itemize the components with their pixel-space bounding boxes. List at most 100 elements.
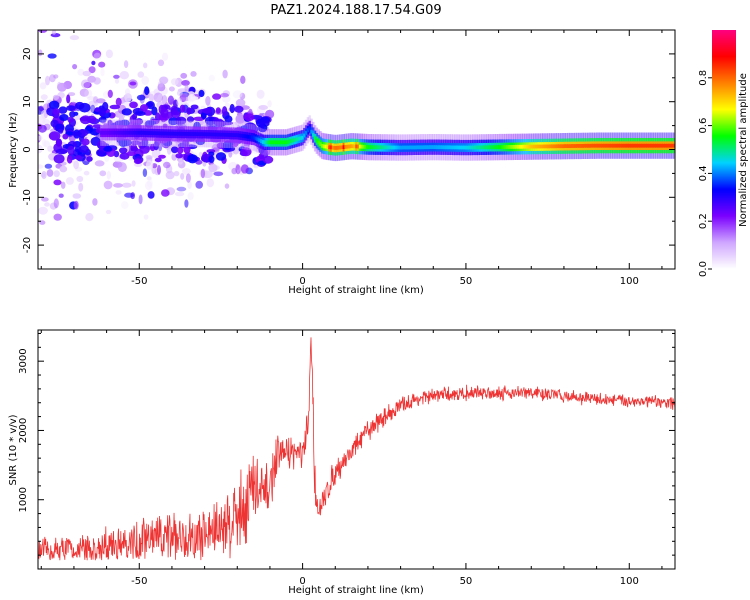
spectrogram-ridge-cell <box>518 144 522 149</box>
spectrogram-blob <box>130 146 139 152</box>
spectrogram-ridge-cell <box>351 144 354 149</box>
spectrogram-ridge-cell <box>414 145 417 150</box>
spectrogram-blob <box>91 60 96 66</box>
spectrogram-ridge-cell <box>283 140 286 145</box>
spectrogram-blob <box>187 181 192 189</box>
spectrogram-blob <box>98 150 105 156</box>
spectrogram-ridge-cell <box>164 131 168 136</box>
spectrogram-blob <box>84 89 93 98</box>
spectrogram-ridge-cell <box>489 145 493 150</box>
spectrogram-ridge-cell <box>588 143 592 148</box>
spectrogram-blob <box>142 168 148 177</box>
spectrogram-blob <box>53 74 59 79</box>
spectrogram-ridge-cell <box>188 132 191 136</box>
spectrogram-blob <box>86 156 93 162</box>
spectrogram-blob <box>160 108 169 118</box>
spectrogram-blob <box>256 89 265 99</box>
spectrogram-ridge-cell <box>116 130 119 135</box>
y-tick-label: 3000 <box>18 348 29 373</box>
spectrogram-ridge-cell <box>204 132 207 137</box>
spectrogram-ridge-cell <box>335 146 338 150</box>
spectrogram-ridge-cell <box>315 138 319 143</box>
spectrogram-ridge-cell <box>152 131 155 136</box>
spectrogram-ridge-cell <box>209 132 213 137</box>
spectrogram-ridge-cell <box>358 144 362 149</box>
spectrogram-ridge-cell <box>247 134 250 139</box>
spectrogram-ridge-cell <box>662 143 665 148</box>
colorbar-tick-label: 0.6 <box>698 118 709 134</box>
spectrogram-blob <box>195 180 203 189</box>
spectrogram-blob <box>187 154 198 164</box>
spectrogram-blob <box>41 197 49 202</box>
spectrogram-blob <box>66 155 73 164</box>
spectrogram-blob <box>180 72 188 79</box>
spectrogram-ridge-cell <box>547 144 550 149</box>
spectrogram-blob <box>258 153 265 160</box>
spectrogram-ridge-cell <box>294 137 297 142</box>
spectrogram-blob <box>153 88 160 96</box>
spectrogram-blob <box>38 30 48 33</box>
spectrogram-ridge-cell <box>303 133 306 138</box>
spectrogram-blob <box>220 93 229 98</box>
spectrogram-blob <box>262 155 274 164</box>
colorbar-tick-label: 0.4 <box>698 165 709 181</box>
spectrogram-ridge-cell <box>502 145 505 149</box>
spectrogram-blob <box>46 169 54 177</box>
spectrogram-blob <box>43 140 51 148</box>
spectrogram-ridge-cell <box>206 132 209 137</box>
spectrogram-ridge-cell <box>277 140 281 145</box>
spectrogram-ridge-cell <box>109 130 112 135</box>
spectrogram-blob <box>100 67 105 77</box>
spectrogram-ridge-cell <box>238 133 241 138</box>
spectrogram-y-label: Frequency (Hz) <box>8 112 19 188</box>
spectrogram-ridge-cell <box>391 145 394 150</box>
spectrogram-ridge-cell <box>357 144 360 149</box>
spectrogram-blob <box>148 93 155 102</box>
y-tick-label: 2000 <box>18 418 29 443</box>
spectrogram-blob <box>53 170 60 178</box>
spectrogram-blob <box>180 173 185 180</box>
spectrogram-blob <box>185 173 191 183</box>
spectrogram-blob <box>95 98 106 104</box>
spectrogram-ridge-cell <box>590 143 593 148</box>
spectrogram-ridge-cell <box>551 144 554 149</box>
spectrogram-ridge-cell <box>337 145 340 150</box>
spectrogram-blob <box>92 124 102 129</box>
spectrogram-ridge-cell <box>227 133 230 137</box>
spectrogram-ridge-cell <box>533 144 536 149</box>
spectrogram-blob <box>38 123 43 130</box>
spectrogram-ridge-cell <box>583 143 586 148</box>
spectrogram-blob <box>52 108 61 115</box>
snr-y-ticks: 1000 2000 3000 <box>18 332 675 556</box>
spectrogram-blob <box>212 118 220 125</box>
spectrogram-ridge-cell <box>500 145 504 149</box>
spectrogram-ridge-cell <box>288 139 292 144</box>
x-tick-label: -50 <box>131 276 147 287</box>
spectrogram-ridge-cell <box>439 145 442 150</box>
spectrogram-blob <box>183 145 191 154</box>
spectrogram-ridge-cell <box>450 145 453 150</box>
spectrogram-ridge-cell <box>168 131 171 136</box>
spectrogram-blob <box>103 146 113 152</box>
spectrogram-ridge-cell <box>441 145 444 150</box>
spectrogram-blob <box>107 89 113 98</box>
spectrogram-blob <box>175 116 187 125</box>
spectrogram-blob <box>38 49 43 57</box>
colorbar-tick-label: 0.2 <box>698 213 709 229</box>
spectrogram-ridge-cell <box>472 145 475 150</box>
spectrogram-ridge-cell <box>114 130 117 135</box>
spectrogram-ridge-cell <box>436 145 439 150</box>
spectrogram-blob <box>48 131 61 141</box>
spectrogram-blob <box>94 160 105 167</box>
spectrogram-blob <box>222 69 228 79</box>
spectrogram-ridge-cell <box>364 145 367 149</box>
y-tick-label: 10 <box>22 95 33 108</box>
spectrogram-ridge-cell <box>371 145 374 150</box>
y-tick-label: -10 <box>22 189 33 205</box>
spectrogram-ridge-cell <box>660 143 663 148</box>
spectrogram-ridge-cell <box>353 144 356 149</box>
spectrogram-blob <box>202 170 213 179</box>
spectrogram-blob <box>49 74 56 83</box>
spectrogram-blob <box>87 75 97 83</box>
spectrogram-blob <box>208 74 215 82</box>
